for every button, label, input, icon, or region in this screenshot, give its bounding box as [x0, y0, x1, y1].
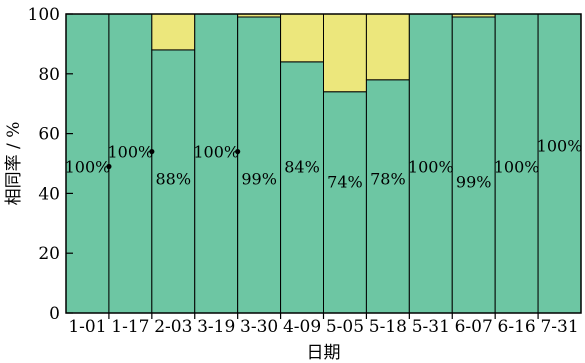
y-tick-label-0: 0 — [49, 304, 60, 324]
x-tick-label-3-19: 3-19 — [197, 317, 235, 337]
data-label-5-18: 78% — [370, 169, 406, 188]
y-axis-title: 相同率 / % — [4, 122, 24, 206]
y-tick-label-60: 60 — [38, 125, 60, 145]
data-label-7-31: 100% — [537, 137, 583, 156]
x-tick-label-6-07: 6-07 — [455, 317, 493, 337]
y-axis-ticks: 0 20 40 60 80 100 — [28, 5, 73, 324]
bar-5-31-series-1 — [408, 13, 453, 314]
x-tick-label-5-31: 5-31 — [412, 317, 450, 337]
bar-5-18-series-1 — [365, 79, 410, 314]
bar-3-30-series-1 — [237, 16, 282, 314]
bar-4-09-series-2 — [280, 13, 325, 63]
x-tick-label-1-01: 1-01 — [68, 317, 106, 337]
label-marker-1-17 — [149, 148, 155, 155]
label-marker-1-01 — [106, 163, 112, 170]
x-tick-label-2-03: 2-03 — [154, 317, 192, 337]
bar-5-18-series-2 — [365, 13, 410, 81]
data-label-3-19: 100% — [193, 143, 239, 162]
data-label-5-31: 100% — [408, 157, 454, 176]
y-tick-label-80: 80 — [38, 65, 60, 85]
data-label-3-30: 99% — [241, 169, 277, 188]
bar-2-03-series-2 — [151, 13, 196, 51]
x-tick-label-6-16: 6-16 — [498, 317, 536, 337]
x-tick-label-5-05: 5-05 — [326, 317, 364, 337]
data-labels-group: 100%100%88%100%99%84%74% 78%100%99%100%10… — [65, 137, 583, 192]
data-label-2-03: 88% — [156, 169, 192, 188]
data-label-5-05: 74% — [327, 172, 363, 191]
bar-5-05-series-1 — [323, 91, 367, 314]
bar-7-31-series-1 — [537, 13, 582, 314]
x-axis-ticks: 1-01 1-17 2-03 3-19 3-30 4-09 5-05 5-18 5-31 6-07… — [68, 313, 579, 337]
y-tick-label-100: 100 — [28, 5, 60, 25]
data-label-4-09: 84% — [284, 157, 320, 176]
bar-3-19-series-1 — [194, 13, 239, 314]
data-label-1-17: 100% — [108, 143, 154, 162]
data-label-6-16: 100% — [494, 157, 540, 176]
x-tick-label-3-30: 3-30 — [240, 317, 278, 337]
bar-1-01-series-1 — [65, 13, 110, 314]
data-label-6-07: 99% — [456, 172, 492, 191]
axes-group: 0 20 40 60 80 100 1-01 1-17 2-03 3-19 3-30 4-09 5-0… — [28, 5, 582, 337]
label-marker-3-19 — [235, 148, 241, 155]
bar-5-05-series-2 — [323, 13, 367, 93]
x-tick-label-1-17: 1-17 — [111, 317, 149, 337]
x-tick-label-5-18: 5-18 — [369, 317, 407, 337]
bar-4-09-series-1 — [280, 61, 325, 314]
bar-6-07-series-1 — [451, 16, 496, 314]
bars-group — [65, 13, 582, 314]
x-tick-label-4-09: 4-09 — [283, 317, 321, 337]
y-tick-label-40: 40 — [38, 184, 60, 204]
data-label-1-01: 100% — [65, 157, 111, 176]
y-tick-label-20: 20 — [38, 244, 60, 264]
bar-1-17-series-1 — [108, 13, 153, 314]
x-axis-title: 日期 — [307, 343, 341, 363]
x-tick-label-7-31: 7-31 — [540, 317, 578, 337]
